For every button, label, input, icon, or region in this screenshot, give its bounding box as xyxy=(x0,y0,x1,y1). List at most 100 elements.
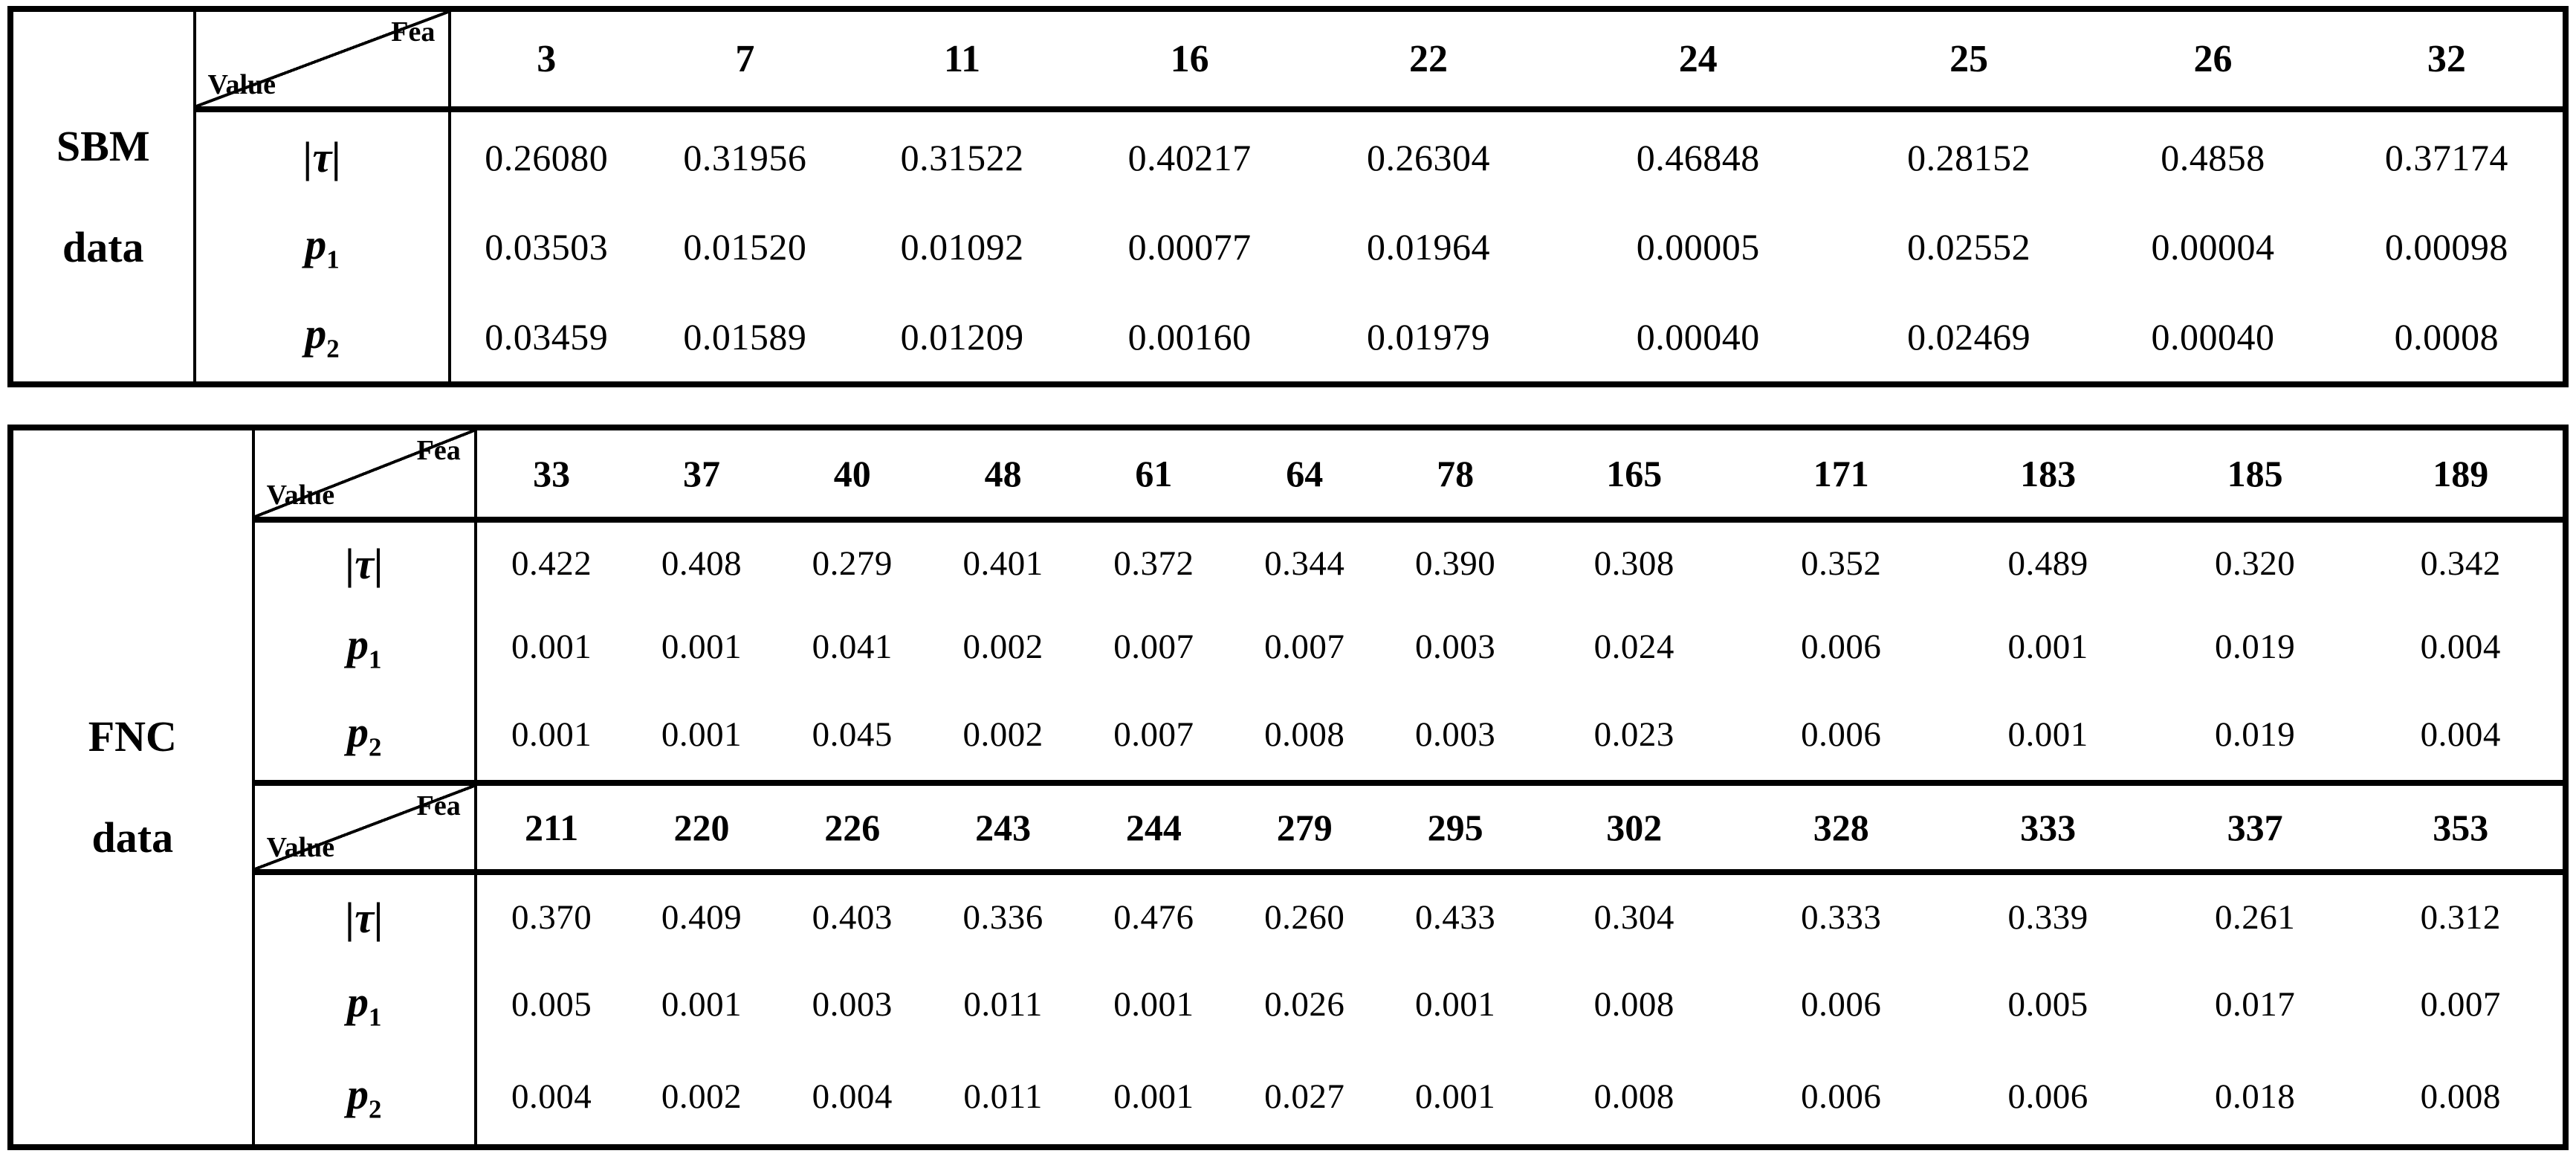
value-cell: 0.403 xyxy=(812,898,893,937)
value-cell: 0.002 xyxy=(962,715,1043,754)
sbm-table-body: SBM data Fea Value 3 7 11 16 22 24 25 26 32 |τ| 0.2608… xyxy=(10,9,2566,384)
row-label: p xyxy=(305,309,327,358)
value-cell: 0.019 xyxy=(2215,627,2296,666)
value-cell: 0.01520 xyxy=(683,226,807,268)
corner-diagonal-line xyxy=(254,789,473,866)
fnc-table-body: FNC data Fea Value 33 37 40 48 61 64 78 165 171 183 18… xyxy=(10,427,2566,1147)
feature-header-cell: 353 xyxy=(2358,780,2566,875)
value-cell: 0.00160 xyxy=(1127,315,1252,358)
feature-header-cell: 328 xyxy=(1737,780,1945,875)
value-cell: 0.001 xyxy=(511,715,592,754)
feature-header-cell: 7 xyxy=(641,9,849,112)
row-label-subscript: 2 xyxy=(368,732,382,762)
dataset-label: SBM data xyxy=(10,9,196,384)
value-cell: 0.001 xyxy=(1113,1077,1194,1116)
feature-header-cell: 165 xyxy=(1530,427,1738,523)
row-label-subscript: 1 xyxy=(368,645,382,674)
value-cell: 0.006 xyxy=(1801,985,1882,1024)
row-label-subscript: 1 xyxy=(368,1002,382,1032)
value-cell: 0.007 xyxy=(1113,715,1194,754)
value-cell: 0.008 xyxy=(2420,1077,2501,1116)
value-cell: 0.476 xyxy=(1113,898,1194,937)
feature-header-cell: 220 xyxy=(626,780,777,875)
corner-diagonal-line xyxy=(195,12,447,103)
row-label-subscript: 2 xyxy=(368,1094,382,1124)
value-cell: 0.0008 xyxy=(2394,315,2499,358)
feature-header-cell: 25 xyxy=(1842,9,2096,112)
value-cell: 0.003 xyxy=(1414,627,1496,666)
feature-header-cell: 189 xyxy=(2358,427,2566,523)
value-cell: 0.320 xyxy=(2215,544,2296,583)
value-cell: 0.339 xyxy=(2007,898,2088,937)
value-cell: 0.001 xyxy=(661,627,742,666)
table-gap xyxy=(7,387,2569,425)
feature-header-cell: 337 xyxy=(2151,780,2359,875)
value-cell: 0.342 xyxy=(2420,544,2501,583)
corner-fea-label: Fea xyxy=(391,16,436,48)
row-label: |τ| xyxy=(302,133,342,181)
corner-cell: Fea Value xyxy=(253,780,477,875)
feature-header-cell: 3 xyxy=(450,9,642,112)
feature-header-cell: 226 xyxy=(777,780,928,875)
value-cell: 0.4858 xyxy=(2161,136,2265,178)
row-label-subscript: 1 xyxy=(326,245,340,274)
value-cell: 0.008 xyxy=(1593,985,1674,1024)
value-cell: 0.003 xyxy=(1414,715,1496,754)
feature-header-cell: 171 xyxy=(1737,427,1945,523)
feature-header-cell: 48 xyxy=(928,427,1079,523)
value-cell: 0.006 xyxy=(2007,1077,2088,1116)
value-cell: 0.004 xyxy=(2420,627,2501,666)
table-row: p2 0.03459 0.01589 0.01209 0.00160 0.01979 0.0… xyxy=(10,291,2566,384)
row-label-cell: p1 xyxy=(253,604,477,689)
value-cell: 0.001 xyxy=(511,627,592,666)
corner-cell: Fea Value xyxy=(253,427,477,523)
feature-header-cell: 40 xyxy=(777,427,928,523)
feature-header-cell: 24 xyxy=(1553,9,1842,112)
value-cell: 0.03459 xyxy=(485,315,609,358)
value-cell: 0.00040 xyxy=(2151,315,2275,358)
corner-fea-label: Fea xyxy=(416,435,461,466)
value-cell: 0.019 xyxy=(2215,715,2296,754)
table-row: |τ| 0.370 0.409 0.403 0.336 0.476 0.260 0.433 0.… xyxy=(10,872,2566,960)
value-cell: 0.024 xyxy=(1593,627,1674,666)
value-cell: 0.46848 xyxy=(1636,136,1760,178)
value-cell: 0.37174 xyxy=(2384,136,2508,178)
header-row: SBM data Fea Value 3 7 11 16 22 24 25 26 32 xyxy=(10,9,2566,384)
row-label-cell: p1 xyxy=(194,202,452,291)
row-label-cell: p2 xyxy=(253,689,477,783)
value-cell: 0.005 xyxy=(511,985,592,1024)
dataset-label-line: FNC xyxy=(88,712,177,761)
value-cell: 0.00005 xyxy=(1636,226,1760,268)
value-cell: 0.333 xyxy=(1801,898,1882,937)
value-cell: 0.02552 xyxy=(1907,226,2031,268)
value-cell: 0.004 xyxy=(2420,715,2501,754)
table-row: |τ| 0.422 0.408 0.279 0.401 0.372 0.344 0.390 0.… xyxy=(10,520,2566,604)
value-cell: 0.001 xyxy=(1414,1077,1496,1116)
corner-cell: Fea Value xyxy=(194,9,452,112)
value-cell: 0.045 xyxy=(812,715,893,754)
value-cell: 0.004 xyxy=(511,1077,592,1116)
value-cell: 0.003 xyxy=(812,985,893,1024)
feature-header-cell: 211 xyxy=(475,780,627,875)
row-label: p xyxy=(346,1069,369,1118)
value-cell: 0.006 xyxy=(1801,1077,1882,1116)
feature-header-cell: 11 xyxy=(848,9,1076,112)
table-row: p2 0.004 0.002 0.004 0.011 0.001 0.027 0.001 0.0… xyxy=(10,1049,2566,1147)
value-cell: 0.023 xyxy=(1593,715,1674,754)
row-label: |τ| xyxy=(345,539,384,588)
corner-fea-label: Fea xyxy=(416,790,461,822)
value-cell: 0.408 xyxy=(661,544,742,583)
value-cell: 0.00004 xyxy=(2151,226,2275,268)
value-cell: 0.001 xyxy=(2007,715,2088,754)
feature-header-cell: 26 xyxy=(2095,9,2331,112)
value-cell: 0.006 xyxy=(1801,715,1882,754)
value-cell: 0.304 xyxy=(1593,898,1674,937)
value-cell: 0.401 xyxy=(962,544,1043,583)
value-cell: 0.422 xyxy=(511,544,592,583)
fnc-data-table: FNC data Fea Value 33 37 40 48 61 64 78 165 171 183 18… xyxy=(7,425,2569,1150)
row-label: p xyxy=(346,619,369,668)
value-cell: 0.279 xyxy=(812,544,893,583)
feature-header-cell: 64 xyxy=(1229,427,1380,523)
feature-header-cell: 183 xyxy=(1944,427,2152,523)
feature-header-cell: 302 xyxy=(1530,780,1738,875)
